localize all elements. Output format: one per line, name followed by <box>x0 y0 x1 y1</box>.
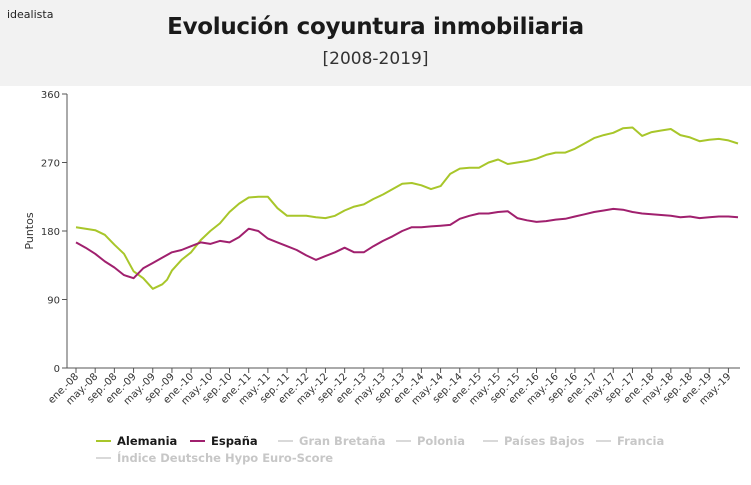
legend-label: Índice Deutsche Hypo Euro-Score <box>117 451 334 465</box>
legend-swatch <box>190 440 205 442</box>
legend-label: Gran Bretaña <box>299 434 386 448</box>
legend-label: Países Bajos <box>504 434 585 448</box>
legend-item-paises-bajos[interactable]: Países Bajos <box>483 434 585 448</box>
legend-swatch <box>278 440 293 442</box>
y-tick-label: 0 <box>54 364 60 375</box>
legend-item-francia[interactable]: Francia <box>596 434 664 448</box>
legend-swatch <box>483 440 498 442</box>
y-axis-label: Puntos <box>23 212 36 249</box>
y-tick-label: 180 <box>41 227 60 238</box>
chart-subtitle: [2008-2019] <box>322 49 429 69</box>
series-line-espa-a[interactable] <box>75 207 739 280</box>
legend-label: Alemania <box>117 434 178 448</box>
legend-item-gran-bretana[interactable]: Gran Bretaña <box>278 434 386 448</box>
chart-title: Evolución coyuntura inmobiliaria <box>167 14 584 40</box>
legend-swatch <box>596 440 611 442</box>
legend-label: España <box>211 434 258 448</box>
y-tick-label: 90 <box>47 296 60 307</box>
legend-item-espana[interactable]: España <box>190 434 258 448</box>
legend-item-indice-deutsche-hypo-euro-score[interactable]: Índice Deutsche Hypo Euro-Score <box>96 451 333 465</box>
legend-swatch <box>96 457 111 459</box>
chart-header: idealista Evolución coyuntura inmobiliar… <box>0 0 751 86</box>
y-tick-label: 270 <box>41 159 60 170</box>
legend-swatch <box>396 440 411 442</box>
legend-item-alemania[interactable]: Alemania <box>96 434 177 448</box>
legend-label: Polonia <box>417 434 466 448</box>
y-tick-label: 360 <box>41 90 60 101</box>
brand-logo: idealista <box>7 8 54 21</box>
legend-label: Francia <box>617 434 665 448</box>
legend-item-polonia[interactable]: Polonia <box>396 434 465 448</box>
legend-swatch <box>96 440 111 442</box>
series-line-alemania[interactable] <box>75 126 739 290</box>
